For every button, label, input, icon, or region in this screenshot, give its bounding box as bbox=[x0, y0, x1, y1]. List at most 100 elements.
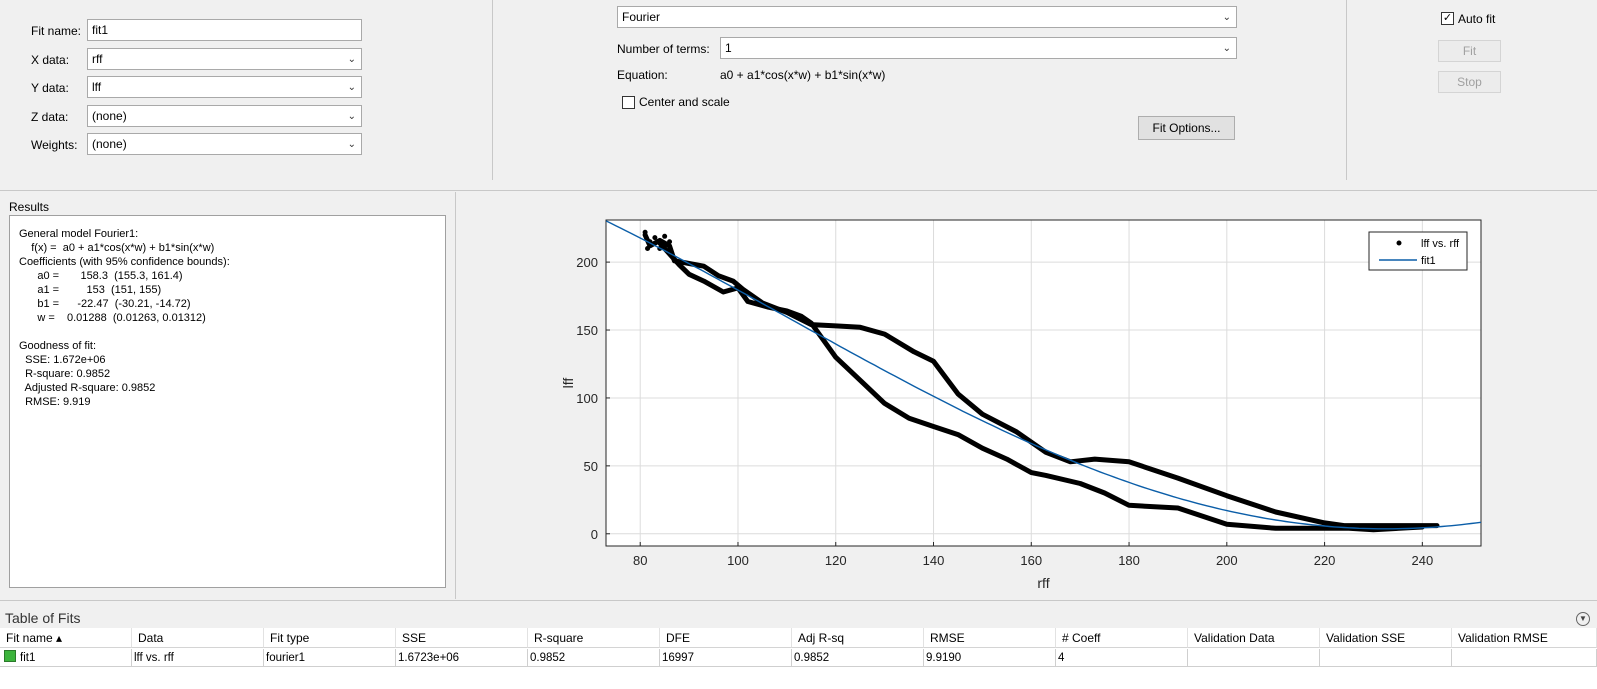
stop-button[interactable]: Stop bbox=[1438, 71, 1501, 93]
x-tick-label: 160 bbox=[1020, 553, 1042, 568]
fit-color-swatch bbox=[4, 650, 16, 662]
num-terms-label: Number of terms: bbox=[617, 42, 710, 56]
column-header[interactable]: Adj R-sq bbox=[792, 628, 924, 648]
y-tick-label: 50 bbox=[584, 459, 598, 474]
result-line: General model Fourier1: bbox=[19, 228, 139, 240]
y-tick-label: 0 bbox=[591, 527, 598, 542]
auto-fit-label: Auto fit bbox=[1458, 12, 1496, 26]
chevron-down-icon: ⌄ bbox=[347, 82, 356, 93]
column-header[interactable]: # Coeff bbox=[1056, 628, 1188, 648]
x-tick-label: 200 bbox=[1216, 553, 1238, 568]
column-header[interactable]: Data bbox=[132, 628, 264, 648]
x-axis-label: rff bbox=[1037, 575, 1049, 591]
column-header[interactable]: DFE bbox=[660, 628, 792, 648]
divider bbox=[492, 0, 493, 180]
divider bbox=[0, 190, 1597, 191]
fit-curve bbox=[606, 220, 1481, 530]
center-scale-label: Center and scale bbox=[639, 95, 730, 109]
result-line: a1 = 153 (151, 155) bbox=[19, 284, 162, 296]
results-title: Results bbox=[9, 200, 50, 214]
legend-label-data: lff vs. rff bbox=[1421, 238, 1460, 250]
data-point bbox=[642, 229, 648, 235]
fit-button[interactable]: Fit bbox=[1438, 40, 1501, 62]
result-line: R-square: 0.9852 bbox=[19, 368, 111, 380]
column-header[interactable]: SSE bbox=[396, 628, 528, 648]
fit-name-input[interactable]: fit1 bbox=[87, 19, 362, 41]
table-cell[interactable] bbox=[1452, 649, 1597, 667]
result-line: SSE: 1.672e+06 bbox=[19, 354, 106, 366]
table-cell[interactable]: 4 bbox=[1056, 649, 1188, 667]
x-data-value: rff bbox=[92, 52, 103, 66]
column-header[interactable]: R-square bbox=[528, 628, 660, 648]
auto-fit-checkbox[interactable]: ✓ bbox=[1441, 12, 1454, 25]
result-line: w = 0.01288 (0.01263, 0.01312) bbox=[19, 312, 206, 324]
divider bbox=[1346, 0, 1347, 180]
chevron-down-icon: ⌄ bbox=[347, 54, 356, 65]
y-data-select[interactable]: lff ⌄ bbox=[87, 76, 362, 98]
x-tick-label: 140 bbox=[923, 553, 945, 568]
table-of-fits[interactable]: Fit name ▴ Data Fit type SSE R-square DFE Adj … bbox=[0, 628, 1597, 689]
column-header[interactable]: RMSE bbox=[924, 628, 1056, 648]
fit-type-select[interactable]: Fourier ⌄ bbox=[617, 6, 1237, 28]
table-cell[interactable]: fourier1 bbox=[264, 649, 396, 667]
x-tick-label: 120 bbox=[825, 553, 847, 568]
table-cell[interactable] bbox=[1188, 649, 1320, 667]
column-header[interactable]: Fit name ▴ bbox=[0, 628, 132, 648]
equation-label: Equation: bbox=[617, 68, 668, 82]
result-line: b1 = -22.47 (-30.21, -14.72) bbox=[19, 298, 191, 310]
table-of-fits-header: Table of Fits ▼ bbox=[0, 608, 1597, 628]
legend-label-fit: fit1 bbox=[1421, 255, 1436, 267]
table-cell[interactable]: 16997 bbox=[660, 649, 792, 667]
results-text-box[interactable]: General model Fourier1: f(x) = a0 + a1*c… bbox=[9, 215, 446, 588]
legend-box bbox=[1368, 231, 1468, 271]
table-cell[interactable]: 9.9190 bbox=[924, 649, 1056, 667]
equation-text: a0 + a1*cos(x*w) + b1*sin(x*w) bbox=[720, 68, 886, 82]
column-header[interactable]: Validation Data bbox=[1188, 628, 1320, 648]
data-point bbox=[662, 233, 668, 239]
table-cell[interactable] bbox=[1320, 649, 1452, 667]
weights-value: (none) bbox=[92, 137, 127, 151]
column-header[interactable]: Fit type bbox=[264, 628, 396, 648]
divider bbox=[0, 600, 1597, 601]
data-point bbox=[667, 239, 673, 245]
legend-marker-data bbox=[1396, 240, 1402, 246]
fit-plot[interactable]: 80 100 120 140 160 180 200 220 240 0 50 100 150 200 rf… bbox=[456, 192, 1597, 599]
result-line: Adjusted R-square: 0.9852 bbox=[19, 382, 156, 394]
chevron-down-icon: ⌄ bbox=[1222, 43, 1231, 54]
center-scale-checkbox[interactable] bbox=[622, 96, 635, 109]
fit-type-value: Fourier bbox=[622, 10, 661, 24]
table-cell[interactable]: 0.9852 bbox=[792, 649, 924, 667]
result-line: f(x) = a0 + a1*cos(x*w) + b1*sin(x*w) bbox=[19, 242, 215, 254]
chevron-down-icon: ⌄ bbox=[1222, 12, 1231, 23]
data-point bbox=[645, 246, 651, 252]
result-line: Goodness of fit: bbox=[19, 340, 97, 352]
x-data-select[interactable]: rff ⌄ bbox=[87, 48, 362, 70]
result-line: Coefficients (with 95% confidence bounds… bbox=[19, 256, 230, 268]
collapse-icon[interactable]: ▼ bbox=[1576, 612, 1590, 626]
table-of-fits-title: Table of Fits bbox=[5, 610, 81, 626]
results-panel: Results bbox=[0, 192, 456, 599]
chevron-down-icon: ⌄ bbox=[347, 111, 356, 122]
x-tick-label: 240 bbox=[1411, 553, 1433, 568]
y-tick-label: 200 bbox=[576, 255, 598, 270]
z-data-select[interactable]: (none) ⌄ bbox=[87, 105, 362, 127]
column-header[interactable]: Validation RMSE bbox=[1452, 628, 1597, 648]
table-cell[interactable]: fit1 bbox=[0, 649, 132, 667]
z-data-label: Z data: bbox=[31, 110, 69, 124]
x-tick-label: 100 bbox=[727, 553, 749, 568]
num-terms-value: 1 bbox=[725, 41, 732, 55]
column-header[interactable]: Validation SSE bbox=[1320, 628, 1452, 648]
num-terms-select[interactable]: 1 ⌄ bbox=[720, 37, 1237, 59]
plot-background bbox=[606, 220, 1481, 546]
x-tick-label: 180 bbox=[1118, 553, 1140, 568]
y-tick-label: 100 bbox=[576, 391, 598, 406]
fit-options-button[interactable]: Fit Options... bbox=[1138, 116, 1235, 140]
table-cell[interactable]: 1.6723e+06 bbox=[396, 649, 528, 667]
y-data-value: lff bbox=[92, 80, 102, 94]
table-cell[interactable]: lff vs. rff bbox=[132, 649, 264, 667]
table-cell[interactable]: 0.9852 bbox=[528, 649, 660, 667]
z-data-value: (none) bbox=[92, 109, 127, 123]
weights-select[interactable]: (none) ⌄ bbox=[87, 133, 362, 155]
x-tick-label: 220 bbox=[1314, 553, 1336, 568]
y-tick-label: 150 bbox=[576, 323, 598, 338]
